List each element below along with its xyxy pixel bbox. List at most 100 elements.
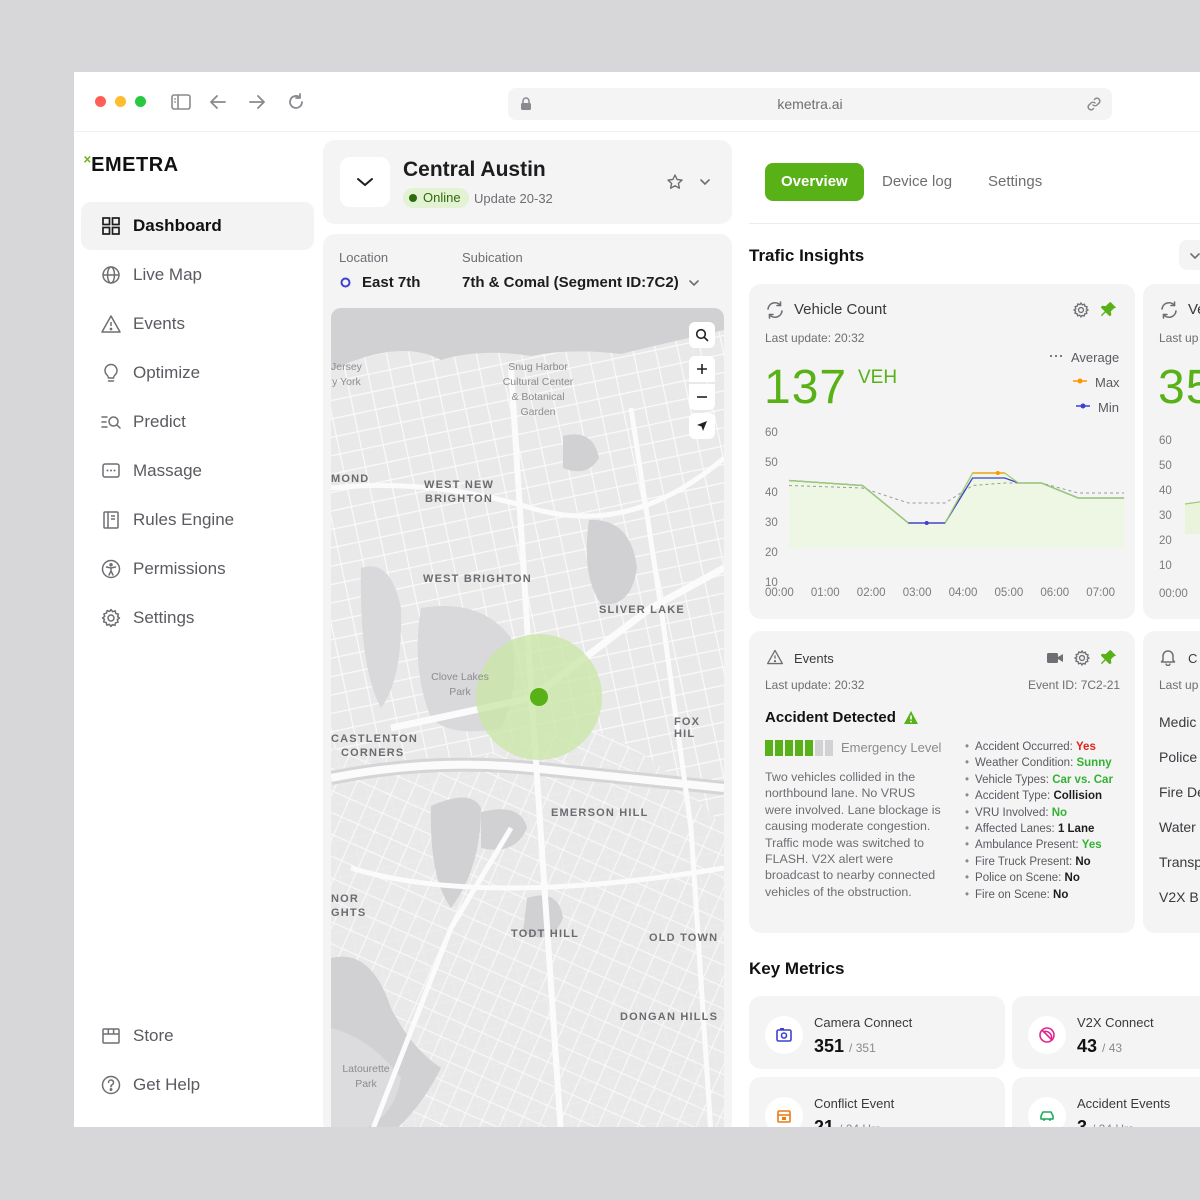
- sidebar-item-store[interactable]: Store: [81, 1012, 314, 1060]
- metric-card[interactable]: Accident Events 3 / 24 Hrs: [1012, 1077, 1200, 1127]
- pin-icon[interactable]: [1099, 648, 1118, 667]
- event-fact-key: Accident Occurred:: [975, 741, 1077, 753]
- x-tick-label: 00:00: [1159, 588, 1188, 600]
- notification-card: C Last up Medic Police Fire De Water Transp V…: [1143, 631, 1200, 933]
- metric-icon-wrap: [765, 1016, 803, 1054]
- event-fact: Fire Truck Present: No: [965, 854, 1113, 870]
- map-area-label: FOX HIL: [674, 716, 701, 740]
- event-fact-value: Collision: [1053, 790, 1103, 803]
- forward-arrow-icon[interactable]: [246, 91, 268, 113]
- sidebar-item-label: Rules Engine: [133, 510, 235, 529]
- sidebar-item-optimize[interactable]: Optimize: [81, 349, 314, 397]
- sidebar-item-label: Permissions: [133, 559, 226, 578]
- tab-overview[interactable]: Overview: [765, 163, 864, 201]
- emergency-level-segment: [805, 740, 813, 756]
- sidebar-item-settings[interactable]: Settings: [81, 594, 314, 642]
- chevron-down-icon[interactable]: [699, 177, 711, 187]
- event-fact: Affected Lanes: 1 Lane: [965, 821, 1113, 837]
- event-headline: Accident Detected: [765, 709, 896, 726]
- location-value[interactable]: East 7th: [362, 274, 421, 291]
- map-base: [331, 308, 724, 1127]
- map-search-button[interactable]: [689, 322, 715, 348]
- video-camera-icon[interactable]: [1046, 651, 1064, 665]
- gear-icon[interactable]: [1072, 301, 1090, 319]
- sidebar-item-get-help[interactable]: Get Help: [81, 1061, 314, 1109]
- y-tick-label: 20: [765, 547, 778, 559]
- warning-icon: [101, 315, 121, 333]
- sidebar-item-dashboard[interactable]: Dashboard: [81, 202, 314, 250]
- sidebar-item-label: Optimize: [133, 363, 201, 382]
- event-fact-value: No: [1064, 872, 1080, 885]
- metric-icon-wrap: [1028, 1097, 1066, 1127]
- pin-icon[interactable]: [1099, 300, 1118, 319]
- tab-settings[interactable]: Settings: [988, 173, 1043, 190]
- event-fact-value: Sunny: [1076, 757, 1112, 770]
- event-fact-key: Fire on Scene:: [975, 888, 1054, 901]
- message-icon: [102, 463, 120, 478]
- minus-icon: [697, 396, 707, 398]
- accessibility-icon: [101, 559, 121, 579]
- sidebar-item-live-map[interactable]: Live Map: [81, 251, 314, 299]
- side-item[interactable]: Transp: [1159, 854, 1200, 870]
- card-title: Ve: [1188, 301, 1200, 318]
- map-place-label: Snug Harbor Cultural Center & Botanical Gar…: [502, 361, 574, 418]
- sidebar-item-events[interactable]: Events: [81, 300, 314, 348]
- side-item[interactable]: Water: [1159, 819, 1196, 835]
- map-area-label: TODT HILL: [511, 928, 580, 940]
- star-icon[interactable]: [666, 173, 684, 191]
- side-item[interactable]: Medic: [1159, 714, 1197, 730]
- metric-card[interactable]: Conflict Event 21 / 24 Hrs: [749, 1077, 1005, 1127]
- refresh-icon[interactable]: [1159, 300, 1179, 320]
- emergency-level-segment: [765, 740, 773, 756]
- live-map[interactable]: Snug Harbor Cultural Center & Botanical Gar…: [331, 308, 724, 1127]
- sidebar-toggle-icon[interactable]: [170, 91, 192, 113]
- y-tick-label: 60: [1159, 435, 1172, 447]
- map-area-label: WEST NEW: [424, 479, 495, 491]
- insights-filter-dropdown[interactable]: [1179, 240, 1200, 270]
- address-bar[interactable]: kemetra.ai: [508, 88, 1112, 120]
- minimize-window-button[interactable]: [115, 96, 126, 107]
- brand-logo[interactable]: ˟EMETRA: [84, 154, 179, 176]
- chevron-down-icon[interactable]: [688, 278, 700, 288]
- gear-icon[interactable]: [1073, 649, 1091, 667]
- emergency-level-segment: [775, 740, 783, 756]
- browser-toolbar: kemetra.ai: [74, 72, 1200, 132]
- url-text: kemetra.ai: [777, 96, 843, 112]
- map-place-label: Clove Lakes Park: [431, 671, 489, 698]
- zoom-in-button[interactable]: [689, 356, 715, 382]
- update-text: Update 20-32: [474, 191, 553, 206]
- metric-card[interactable]: V2X Connect 43 / 43: [1012, 996, 1200, 1069]
- sublocation-select[interactable]: 7th & Comal (Segment ID:7C2): [462, 274, 679, 291]
- emergency-level-segment: [795, 740, 803, 756]
- locate-button[interactable]: [689, 413, 715, 439]
- legend-max: Max: [1095, 375, 1120, 390]
- close-window-button[interactable]: [95, 96, 106, 107]
- reload-icon[interactable]: [285, 91, 307, 113]
- warning-icon: [766, 649, 784, 665]
- tab-device-log[interactable]: Device log: [882, 173, 953, 190]
- y-tick-label: 60: [765, 427, 778, 439]
- collapse-button[interactable]: [340, 157, 390, 207]
- maximize-window-button[interactable]: [135, 96, 146, 107]
- map-area-label: MOND: [331, 473, 370, 485]
- sidebar-item-permissions[interactable]: Permissions: [81, 545, 314, 593]
- back-arrow-icon[interactable]: [207, 91, 229, 113]
- y-tick-label: 30: [1159, 510, 1172, 522]
- side-item[interactable]: V2X B: [1159, 889, 1199, 905]
- emergency-level-segment: [815, 740, 823, 756]
- sidebar-item-label: Store: [133, 1026, 174, 1045]
- sidebar-item-massage[interactable]: Massage: [81, 447, 314, 495]
- zoom-out-button[interactable]: [689, 384, 715, 410]
- event-fact-key: Weather Condition:: [975, 757, 1077, 770]
- side-item[interactable]: Fire De: [1159, 784, 1200, 800]
- side-item[interactable]: Police: [1159, 749, 1198, 765]
- refresh-icon[interactable]: [765, 300, 785, 320]
- link-icon[interactable]: [1086, 96, 1102, 112]
- x-tick-label: 00:00: [765, 587, 794, 599]
- sidebar-item-rules-engine[interactable]: Rules Engine: [81, 496, 314, 544]
- event-fact-key: VRU Involved:: [975, 806, 1052, 819]
- sidebar-item-predict[interactable]: Predict: [81, 398, 314, 446]
- metric-card[interactable]: Camera Connect 351 / 351: [749, 996, 1005, 1069]
- event-fact: Accident Occurred: Yes: [965, 739, 1113, 755]
